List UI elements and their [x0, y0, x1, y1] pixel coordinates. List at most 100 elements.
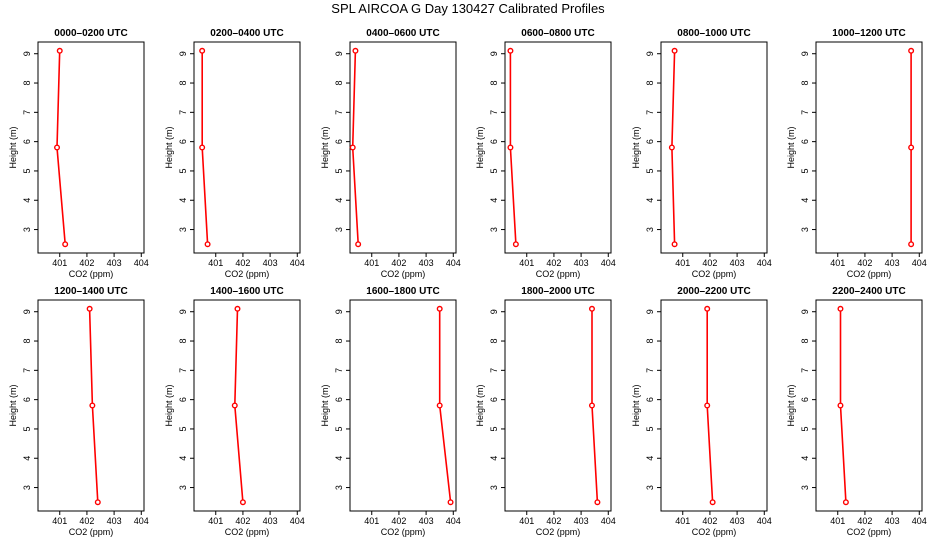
panel-title: 1400–1600 UTC	[210, 286, 283, 297]
y-axis-label: Height (m)	[164, 126, 174, 168]
y-tick-label: 4	[489, 198, 499, 203]
y-tick-label: 6	[489, 397, 499, 402]
panel-title: 0000–0200 UTC	[54, 28, 127, 39]
y-tick-label: 3	[489, 485, 499, 490]
x-tick-label: 403	[885, 516, 900, 526]
y-tick-label: 7	[22, 110, 32, 115]
x-tick-label: 404	[601, 258, 616, 268]
y-axis-label: Height (m)	[320, 384, 330, 426]
y-tick-label: 3	[645, 485, 655, 490]
y-tick-label: 8	[334, 339, 344, 344]
y-tick-label: 7	[489, 368, 499, 373]
y-tick-label: 8	[178, 81, 188, 86]
x-tick-label: 401	[519, 258, 534, 268]
y-tick-label: 4	[334, 456, 344, 461]
x-tick-label: 402	[857, 516, 872, 526]
data-point	[199, 47, 206, 54]
x-tick-label: 404	[134, 516, 149, 526]
y-tick-label: 3	[334, 485, 344, 490]
y-tick-label: 8	[22, 339, 32, 344]
x-tick-label: 402	[235, 258, 250, 268]
panel-5: 0800–1000 UTC 401 402 403 404 3 4 5 6 7 8 9 CO2 (ppm…	[631, 28, 772, 279]
plot-frame	[815, 299, 923, 512]
x-tick-label: 403	[574, 516, 589, 526]
y-tick-label: 4	[22, 456, 32, 461]
plot-frame	[37, 299, 145, 512]
y-tick-label: 7	[334, 110, 344, 115]
y-axis-label: Height (m)	[320, 126, 330, 168]
panel-title: 2200–2400 UTC	[832, 286, 905, 297]
y-tick-label: 6	[800, 139, 810, 144]
y-axis-label: Height (m)	[631, 126, 641, 168]
y-tick-label: 3	[178, 485, 188, 490]
y-tick-label: 5	[334, 168, 344, 173]
x-axis-label: CO2 (ppm)	[847, 269, 892, 279]
x-axis-label: CO2 (ppm)	[69, 527, 114, 537]
data-point	[908, 144, 915, 151]
x-tick-label: 401	[830, 258, 845, 268]
y-tick-label: 6	[334, 397, 344, 402]
y-tick-label: 5	[22, 168, 32, 173]
plot-frame	[193, 299, 301, 512]
x-tick-label: 402	[546, 258, 561, 268]
y-tick-label: 8	[334, 81, 344, 86]
x-tick-label: 403	[107, 258, 122, 268]
x-tick-label: 402	[79, 258, 94, 268]
data-point	[355, 241, 362, 248]
y-axis-label: Height (m)	[786, 126, 796, 168]
y-tick-label: 8	[800, 81, 810, 86]
y-tick-label: 7	[178, 368, 188, 373]
y-tick-label: 3	[22, 485, 32, 490]
panel-title: 1000–1200 UTC	[832, 28, 905, 39]
y-tick-label: 3	[645, 227, 655, 232]
x-tick-label: 403	[730, 258, 745, 268]
data-point	[588, 402, 595, 409]
y-tick-label: 8	[178, 339, 188, 344]
y-tick-label: 4	[800, 456, 810, 461]
y-tick-label: 9	[489, 309, 499, 314]
data-point	[908, 241, 915, 248]
panel-title: 1200–1400 UTC	[54, 286, 127, 297]
y-tick-label: 7	[178, 110, 188, 115]
data-point	[199, 144, 206, 151]
y-tick-label: 3	[489, 227, 499, 232]
panel-1: 0000–0200 UTC 401 402 403 404 3 4 5 6 7 8 9 CO2 (ppm…	[8, 28, 149, 279]
y-tick-label: 8	[22, 81, 32, 86]
data-point	[56, 47, 63, 54]
panel-3: 0400–0600 UTC 401 402 403 404 3 4 5 6 7 8 9 CO2 (ppm…	[320, 28, 461, 279]
x-tick-label: 401	[208, 516, 223, 526]
data-point	[89, 402, 96, 409]
y-tick-label: 6	[800, 397, 810, 402]
y-tick-label: 6	[178, 139, 188, 144]
x-tick-label: 401	[830, 516, 845, 526]
y-tick-label: 9	[22, 51, 32, 56]
y-tick-label: 6	[22, 139, 32, 144]
panel-6: 1000–1200 UTC 401 402 403 404 3 4 5 6 7 8 9 CO2 (ppm…	[786, 28, 927, 279]
plot-frame	[349, 299, 457, 512]
y-axis-label: Height (m)	[475, 384, 485, 426]
y-tick-label: 8	[800, 339, 810, 344]
y-tick-label: 9	[178, 309, 188, 314]
panel-12: 2200–2400 UTC 401 402 403 404 3 4 5 6 7 8 9 CO2 (ppm…	[786, 286, 927, 537]
y-tick-label: 4	[800, 198, 810, 203]
y-axis-label: Height (m)	[475, 126, 485, 168]
x-axis-label: CO2 (ppm)	[536, 269, 581, 279]
x-tick-label: 403	[574, 258, 589, 268]
plot-frame	[660, 41, 768, 254]
plot-frame	[660, 299, 768, 512]
y-axis-label: Height (m)	[164, 384, 174, 426]
y-tick-label: 7	[334, 368, 344, 373]
y-tick-label: 3	[800, 485, 810, 490]
x-tick-label: 404	[601, 516, 616, 526]
panel-title: 2000–2200 UTC	[677, 286, 750, 297]
x-tick-label: 402	[391, 516, 406, 526]
y-tick-label: 9	[178, 51, 188, 56]
y-tick-label: 8	[645, 339, 655, 344]
panel-title: 0400–0600 UTC	[366, 28, 439, 39]
panel-title: 1800–2000 UTC	[521, 286, 594, 297]
y-tick-label: 6	[645, 139, 655, 144]
x-tick-label: 401	[208, 258, 223, 268]
data-point	[512, 241, 519, 248]
panel-10: 1800–2000 UTC 401 402 403 404 3 4 5 6 7 8 9 CO2 (ppm…	[475, 286, 616, 537]
y-tick-label: 4	[178, 456, 188, 461]
